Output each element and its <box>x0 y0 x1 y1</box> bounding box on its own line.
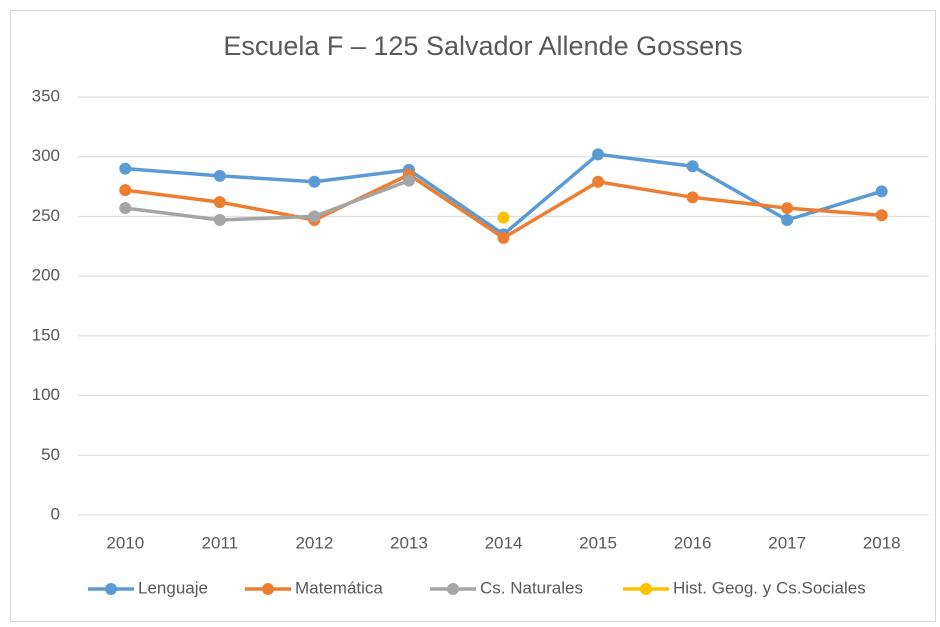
data-point <box>213 196 226 209</box>
data-point <box>497 211 510 224</box>
data-point <box>213 214 226 227</box>
series-line <box>123 178 411 222</box>
y-tick-label: 50 <box>41 445 60 464</box>
x-tick-label: 2011 <box>202 533 239 552</box>
data-point <box>686 160 699 173</box>
data-point <box>308 175 321 188</box>
x-tick-label: 2016 <box>674 533 712 552</box>
legend-label: Lenguaje <box>138 578 208 597</box>
data-point <box>686 191 699 204</box>
data-point <box>119 184 132 197</box>
legend-marker <box>640 583 652 595</box>
x-tick-label: 2017 <box>768 533 806 552</box>
legend-label: Matemática <box>295 578 383 597</box>
y-tick-label: 200 <box>32 266 60 285</box>
legend-label: Hist. Geog. y Cs.Sociales <box>673 578 866 597</box>
data-point <box>592 175 605 188</box>
legend-marker <box>262 583 274 595</box>
x-tick-label: 2013 <box>390 533 428 552</box>
y-tick-label: 300 <box>32 146 60 165</box>
data-point <box>119 162 132 175</box>
legend-marker <box>447 583 459 595</box>
y-tick-label: 100 <box>32 385 60 404</box>
y-tick-label: 0 <box>51 504 60 523</box>
data-point <box>875 209 888 222</box>
data-point <box>213 169 226 182</box>
data-point <box>497 231 510 244</box>
y-tick-label: 350 <box>32 86 60 105</box>
chart-border <box>10 10 936 622</box>
data-point <box>875 185 888 198</box>
legend-label: Cs. Naturales <box>480 578 583 597</box>
x-tick-label: 2012 <box>295 533 333 552</box>
chart-title: Escuela F – 125 Salvador Allende Gossens <box>223 31 742 61</box>
y-tick-label: 150 <box>32 325 60 344</box>
data-point <box>781 214 794 227</box>
data-point <box>402 174 415 187</box>
data-point <box>781 202 794 215</box>
y-tick-label: 250 <box>32 206 60 225</box>
data-point <box>119 202 132 215</box>
x-tick-label: 2015 <box>579 533 617 552</box>
x-tick-label: 2018 <box>863 533 901 552</box>
x-tick-label: 2010 <box>106 533 144 552</box>
data-point <box>308 210 321 223</box>
legend-marker <box>105 583 117 595</box>
x-tick-label: 2014 <box>485 533 523 552</box>
data-point <box>592 148 605 161</box>
